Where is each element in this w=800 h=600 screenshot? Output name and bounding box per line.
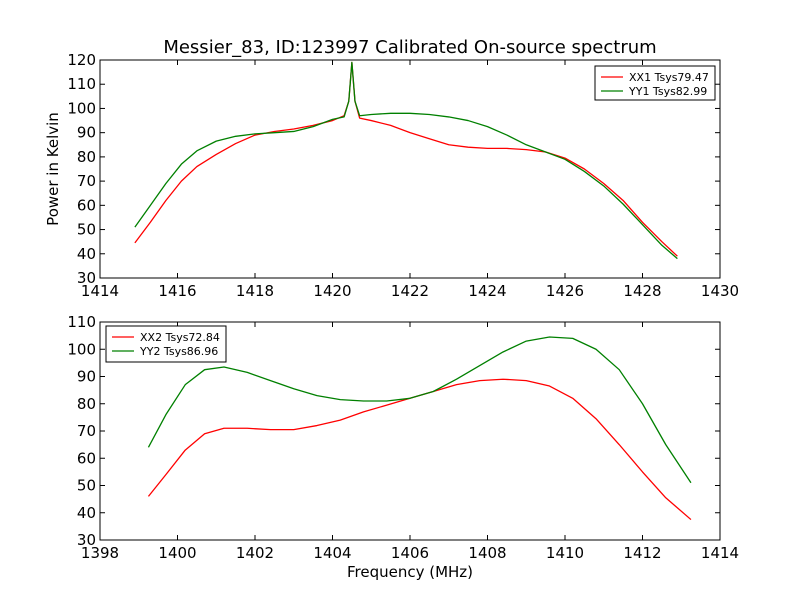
x-tick-label: 1398: [81, 544, 119, 562]
series-line-2: [147, 336, 692, 484]
legend-label-1: XX1 Tsys79.47: [629, 71, 709, 84]
y-tick-label: 90: [77, 368, 96, 386]
y-tick-label: 30: [77, 269, 96, 287]
x-tick-label: 1430: [701, 282, 739, 300]
x-tick-label: 1404: [313, 544, 351, 562]
bottom-chart: 1398 1400 1402 1404 1406 1408 1410 1412 1414 30 40…: [67, 313, 739, 581]
y-tick-label: 90: [77, 124, 96, 142]
y-tick-label: 50: [77, 221, 96, 239]
x-tick-label: 1416: [158, 282, 196, 300]
chart-title: Messier_83, ID:123997 Calibrated On-sour…: [163, 37, 656, 58]
legend-label-1: XX2 Tsys72.84: [140, 331, 220, 344]
y-tick-label: 60: [77, 449, 96, 467]
y-tick-label: 80: [77, 148, 96, 166]
y-tick-label: 80: [77, 395, 96, 413]
y-tick-label: 40: [77, 245, 96, 263]
legend-label-2: YY1 Tsys82.99: [628, 85, 707, 98]
x-tick-label: 1418: [236, 282, 274, 300]
x-tick-label: 1426: [546, 282, 584, 300]
top-chart: 1414 1416 1418 1420 1422 1424 1426 1428 1430 30 40…: [44, 37, 739, 300]
y-tick-label: 70: [77, 422, 96, 440]
y-tick-label: 110: [67, 75, 96, 93]
x-tick-label: 1412: [623, 544, 661, 562]
y-tick-label: 120: [67, 51, 96, 69]
legend-box: [105, 325, 227, 363]
x-tick-label: 1400: [158, 544, 196, 562]
y-axis-label: Power in Kelvin: [44, 112, 62, 226]
x-tick-label: 1414: [81, 282, 119, 300]
y-tick-label: 40: [77, 504, 96, 522]
x-tick-label: 1420: [313, 282, 351, 300]
y-tick-label: 30: [77, 531, 96, 549]
x-tick-label: 1428: [623, 282, 661, 300]
y-tick-label: 100: [67, 99, 96, 117]
series-line-1: [134, 61, 678, 257]
series-line-2: [134, 61, 678, 260]
x-tick-label: 1422: [391, 282, 429, 300]
x-axis-label: Frequency (MHz): [347, 563, 473, 581]
x-tick-label: 1414: [701, 544, 739, 562]
y-tick-label: 50: [77, 477, 96, 495]
y-tick-label: 110: [67, 313, 96, 331]
x-tick-label: 1410: [546, 544, 584, 562]
y-tick-label: 70: [77, 172, 96, 190]
legend-label-2: YY2 Tsys86.96: [139, 345, 218, 358]
x-tick-label: 1408: [468, 544, 506, 562]
legend-box: [594, 65, 716, 101]
y-tick-label: 60: [77, 196, 96, 214]
x-tick-label: 1424: [468, 282, 506, 300]
y-tick-label: 100: [67, 340, 96, 358]
x-tick-label: 1402: [236, 544, 274, 562]
x-tick-label: 1406: [391, 544, 429, 562]
